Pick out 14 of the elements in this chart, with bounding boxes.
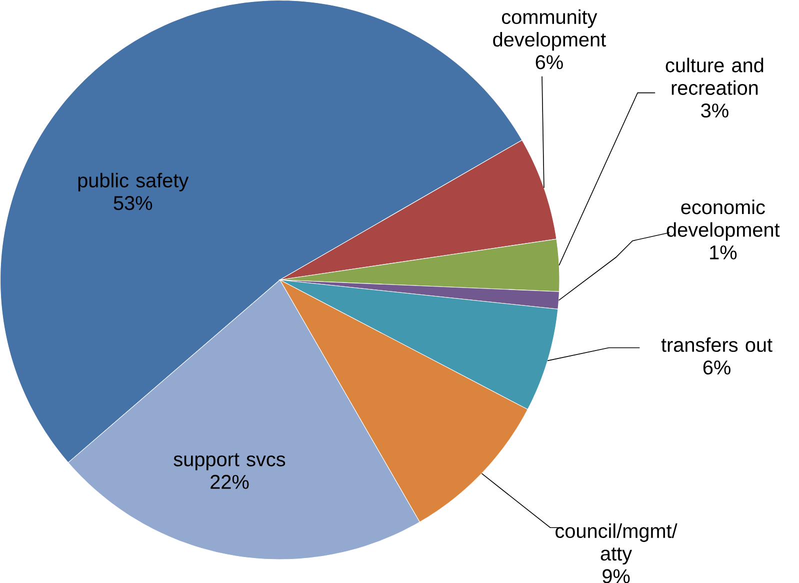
- slice-label: public safety: [78, 172, 189, 192]
- data-label: 22%: [210, 474, 249, 489]
- data-label: 6%: [703, 360, 730, 374]
- slice-label: culture and recreation: [666, 58, 764, 95]
- data-label: 9%: [602, 569, 630, 583]
- data-label: 3%: [701, 103, 728, 118]
- data-label: 53%: [114, 196, 152, 210]
- slice-label: transfers out: [661, 337, 772, 352]
- slice-label: community development: [493, 9, 606, 50]
- slice-label: support svcs: [174, 453, 286, 470]
- slice-label: economic development: [666, 200, 780, 241]
- data-label: 6%: [536, 55, 563, 70]
- slice-label: council/mgmt/ atty: [556, 523, 678, 564]
- data-label: 1%: [710, 245, 737, 260]
